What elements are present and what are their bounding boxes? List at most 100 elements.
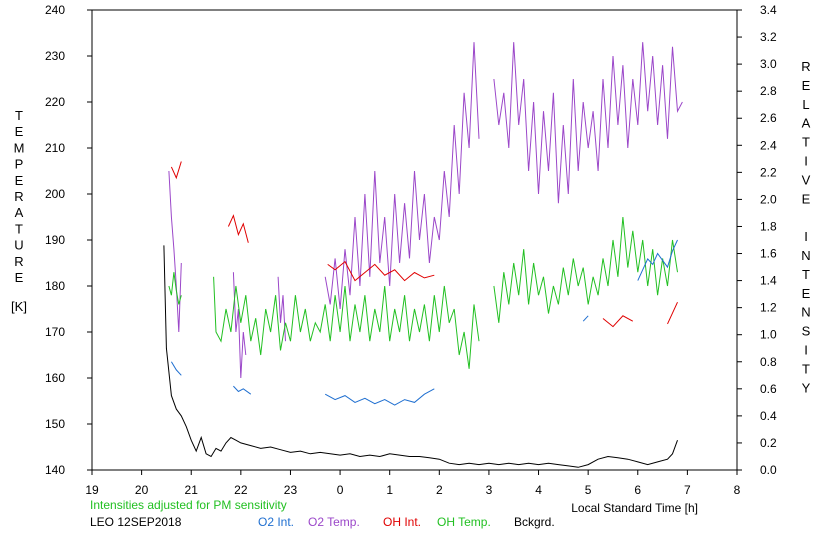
axis-layer: 19 20 21 22 23 0 1 2 3 4 5 6 7 8140150160170180190200…: [45, 3, 777, 497]
series-line-o2-int: [637, 239, 678, 281]
right-y-tick-label: 3.2: [760, 30, 777, 44]
x-tick-label: 3: [486, 483, 493, 497]
series-line-oh-int: [667, 301, 678, 325]
right-y-tick-label: 2.2: [760, 165, 777, 179]
right-y-tick-label: 3.0: [760, 57, 777, 71]
x-tick-label: 21: [185, 483, 199, 497]
right-y-tick-label: 1.2: [760, 301, 777, 315]
right-axis-letter: Y: [802, 380, 811, 395]
series-line-oh-temp: [493, 216, 678, 323]
x-tick-label: 5: [585, 483, 592, 497]
right-axis-letter: T: [802, 135, 810, 150]
right-axis-letter: I: [804, 229, 808, 244]
series-line-o2-temp: [324, 42, 480, 310]
legend-o2-int: O2 Int.: [258, 515, 294, 529]
right-y-tick-label: 0.0: [760, 463, 777, 477]
station-date: LEO 12SEP2018: [90, 515, 182, 529]
right-axis-letter: T: [802, 361, 810, 376]
series-line-oh-int: [327, 260, 435, 282]
series-line-o2-temp: [168, 170, 182, 333]
right-axis-letter: I: [804, 154, 808, 169]
left-y-tick-label: 160: [45, 371, 65, 385]
left-axis-unit: [K]: [11, 299, 27, 314]
x-tick-label: 2: [436, 483, 443, 497]
left-axis-letter: T: [15, 108, 23, 123]
series-line-oh-int: [227, 214, 249, 243]
left-y-tick-label: 170: [45, 325, 65, 339]
left-axis-letter: E: [15, 173, 24, 188]
right-axis-letter: T: [802, 267, 810, 282]
legend-oh-int: OH Int.: [383, 515, 421, 529]
left-axis-letter: E: [15, 270, 24, 285]
series-line-o2-temp: [493, 42, 683, 204]
right-axis-letter: N: [801, 248, 810, 263]
left-y-tick-label: 140: [45, 463, 65, 477]
left-y-tick-label: 190: [45, 233, 65, 247]
legend-bckgrd: Bckgrd.: [514, 515, 555, 529]
legend-oh-temp: OH Temp.: [437, 515, 491, 529]
left-axis-letter: R: [14, 254, 23, 269]
right-y-tick-label: 1.6: [760, 247, 777, 261]
x-tick-label: 6: [634, 483, 641, 497]
right-axis-letter: E: [802, 286, 811, 301]
right-axis-letter: E: [802, 191, 811, 206]
right-axis-letter: A: [802, 116, 811, 131]
x-tick-label: 20: [135, 483, 149, 497]
left-axis-letter: E: [15, 124, 24, 139]
series-line-oh-temp: [213, 276, 480, 369]
series-line-o2-temp: [277, 276, 286, 342]
series-line-bckgrd: [163, 245, 678, 468]
left-axis-letter: U: [14, 238, 23, 253]
x-tick-label: 4: [535, 483, 542, 497]
left-y-tick-label: 240: [45, 3, 65, 17]
left-y-tick-label: 200: [45, 187, 65, 201]
right-axis-letter: E: [802, 78, 811, 93]
right-y-tick-label: 0.4: [760, 409, 777, 423]
left-axis-letter: R: [14, 189, 23, 204]
right-axis-letter: L: [802, 97, 809, 112]
x-tick-label: 1: [386, 483, 393, 497]
left-y-tick-label: 180: [45, 279, 65, 293]
x-tick-label: 8: [734, 483, 741, 497]
right-axis-letter: S: [802, 324, 811, 339]
series-line-oh-temp: [168, 272, 182, 305]
left-y-tick-label: 230: [45, 49, 65, 63]
note-text: Intensities adjusted for PM sensitivity: [90, 498, 287, 512]
x-tick-label: 7: [684, 483, 691, 497]
right-y-tick-label: 1.4: [760, 274, 777, 288]
right-y-tick-label: 2.4: [760, 138, 777, 152]
left-y-tick-label: 210: [45, 141, 65, 155]
x-tick-label: 23: [284, 483, 298, 497]
left-axis-letter: A: [15, 205, 24, 220]
series-line-oh-int: [602, 315, 634, 328]
right-y-tick-label: 0.6: [760, 382, 777, 396]
x-tick-label: 0: [337, 483, 344, 497]
right-axis-letter: V: [802, 172, 811, 187]
series-layer: [163, 42, 683, 468]
right-y-tick-label: 0.2: [760, 436, 777, 450]
right-y-tick-label: 1.0: [760, 328, 777, 342]
x-tick-label: 22: [234, 483, 248, 497]
left-axis-letter: P: [15, 157, 24, 172]
right-y-tick-label: 2.6: [760, 111, 777, 125]
right-y-tick-label: 3.4: [760, 3, 777, 17]
left-y-tick-label: 220: [45, 95, 65, 109]
left-y-tick-label: 150: [45, 417, 65, 431]
right-y-tick-label: 1.8: [760, 219, 777, 233]
right-axis-letter: I: [804, 343, 808, 358]
series-line-oh-int: [170, 161, 182, 180]
series-line-o2-int: [170, 361, 182, 376]
right-y-tick-label: 0.8: [760, 355, 777, 369]
series-line-o2-temp: [232, 272, 247, 379]
series-line-o2-int: [233, 385, 252, 395]
series-line-o2-int: [324, 388, 435, 406]
right-y-tick-label: 2.0: [760, 192, 777, 206]
legend-o2-temp: O2 Temp.: [308, 515, 360, 529]
right-y-tick-label: 2.8: [760, 84, 777, 98]
x-tick-label: 19: [85, 483, 99, 497]
right-axis-letter: R: [801, 59, 810, 74]
right-axis-letter: N: [801, 305, 810, 320]
left-axis-letter: T: [15, 221, 23, 236]
